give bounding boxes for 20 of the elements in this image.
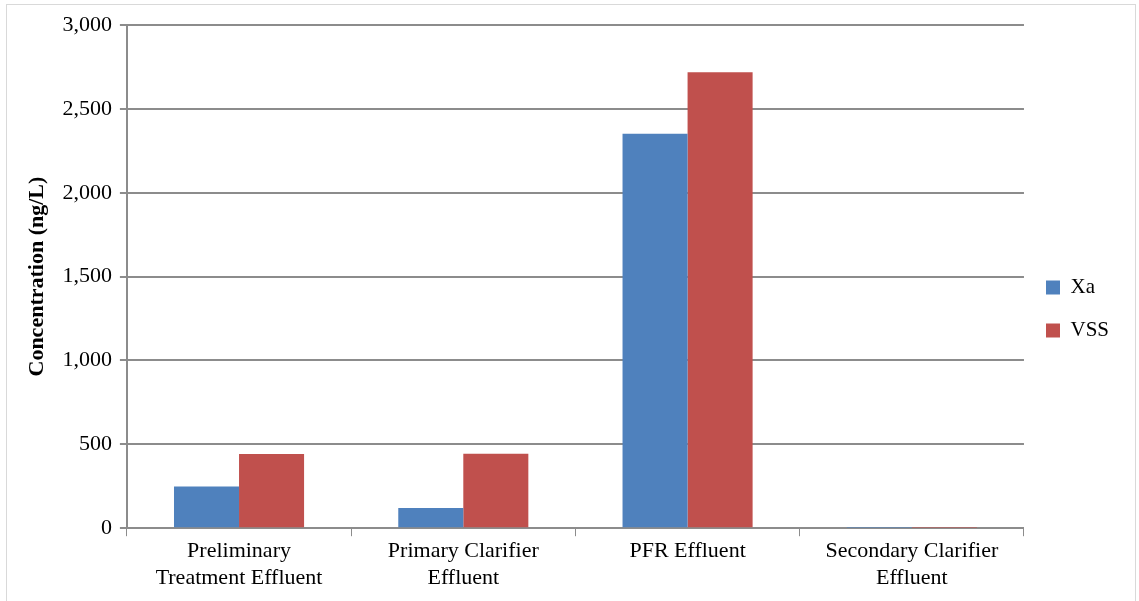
x-tick-label: PFR Effluent — [629, 537, 746, 563]
bar — [174, 486, 240, 528]
x-tick-label: Secondary Clarifier Effluent — [825, 537, 999, 589]
y-tick-label: 1,000 — [62, 346, 112, 372]
y-tick-label: 2,500 — [62, 94, 112, 120]
y-tick-label: 3,000 — [62, 10, 112, 36]
legend-label: Xa — [1070, 274, 1096, 299]
y-axis-title: Concentration (ng/L) — [22, 176, 48, 377]
bar — [687, 72, 753, 528]
y-tick-label: 1,500 — [62, 262, 112, 288]
bar — [622, 133, 688, 528]
y-tick-label: 2,000 — [62, 178, 112, 204]
y-tick-label: 500 — [78, 430, 112, 456]
x-tick-label: Primary Clarifier Effluent — [387, 537, 540, 589]
bar — [239, 454, 305, 528]
x-tick-label: Preliminary Treatment Effluent — [155, 537, 323, 589]
legend-label: VSS — [1070, 317, 1110, 342]
bar — [463, 453, 529, 528]
bar — [398, 508, 464, 528]
y-tick-label: 0 — [100, 513, 112, 539]
